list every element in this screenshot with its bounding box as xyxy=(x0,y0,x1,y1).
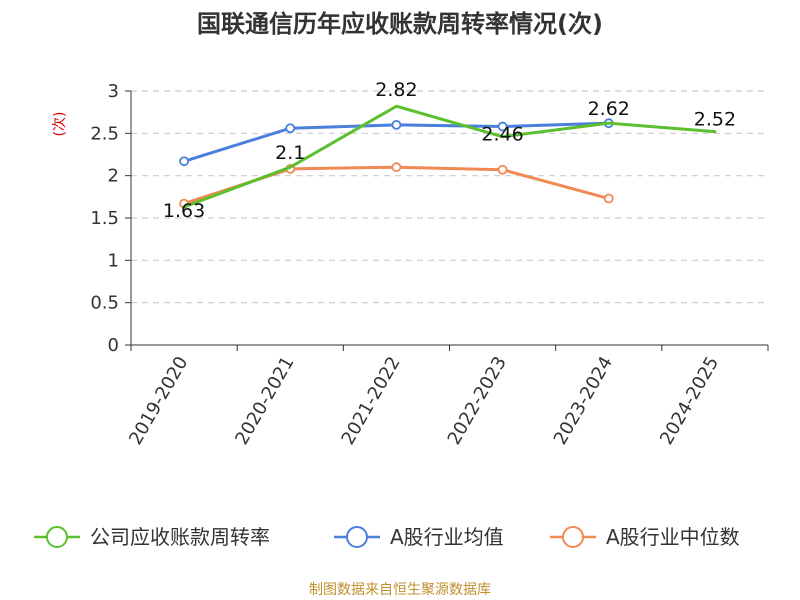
legend-label: A股行业均值 xyxy=(390,525,504,549)
series-point-1 xyxy=(285,123,296,134)
series-point-2 xyxy=(497,164,508,175)
legend-swatch-marker xyxy=(562,526,584,548)
series-point-1 xyxy=(179,156,189,167)
data-labels: 1.63 2.1 2.82 2.46 2.62 2.52 xyxy=(163,79,736,222)
legend-label: A股行业中位数 xyxy=(606,525,740,549)
y-tick-label: 0.5 xyxy=(90,293,119,314)
data-label: 2.62 xyxy=(588,98,630,120)
x-tick-label: 2019-2020 xyxy=(125,353,192,448)
gridlines xyxy=(131,90,768,304)
x-tick-label: 2023-2024 xyxy=(550,353,617,448)
y-axis-label: (次) xyxy=(52,112,68,137)
series-line-2 xyxy=(182,165,611,206)
legend-item-0[interactable]: 公司应收账款周转率 xyxy=(34,525,270,549)
y-tick-label: 1 xyxy=(108,250,119,271)
source-note: 制图数据来自恒生聚源数据库 xyxy=(309,582,491,598)
legend-item-2[interactable]: A股行业中位数 xyxy=(550,525,740,549)
y-tick-label: 2.5 xyxy=(90,123,119,144)
y-tick-label: 1.5 xyxy=(90,208,119,229)
x-tick-label: 2021-2022 xyxy=(337,353,404,448)
x-tick-label: 2022-2023 xyxy=(444,353,511,448)
legend-label: 公司应收账款周转率 xyxy=(90,525,270,549)
legend-item-1[interactable]: A股行业均值 xyxy=(334,525,504,549)
data-label: 2.82 xyxy=(375,79,417,101)
series-group xyxy=(179,104,717,209)
y-tick-label: 0 xyxy=(108,335,119,356)
series-point-1 xyxy=(391,119,402,130)
y-tick-label: 3 xyxy=(108,81,119,102)
legend-swatch-marker xyxy=(46,526,68,548)
axes: 0 0.5 1 1.5 2 2.5 3 2019-2020 2020-2021 2021-2022… xyxy=(90,81,769,448)
data-label: 1.63 xyxy=(163,200,205,222)
series-point-1 xyxy=(497,121,508,132)
legend-swatch-marker xyxy=(346,526,368,548)
x-tick-label: 2020-2021 xyxy=(231,353,298,448)
data-label: 2.1 xyxy=(275,142,305,164)
y-tick-label: 2 xyxy=(108,166,119,187)
series-point-2 xyxy=(603,193,614,204)
series-line-0 xyxy=(182,104,717,209)
data-label: 2.52 xyxy=(694,109,736,131)
x-tick-label: 2024-2025 xyxy=(656,353,723,448)
legend[interactable]: 公司应收账款周转率 A股行业均值 A股行业中位数 xyxy=(34,525,740,549)
chart-title: 国联通信历年应收账款周转率情况(次) xyxy=(197,10,603,38)
data-label: 2.46 xyxy=(481,124,523,146)
series-point-2 xyxy=(391,162,402,173)
